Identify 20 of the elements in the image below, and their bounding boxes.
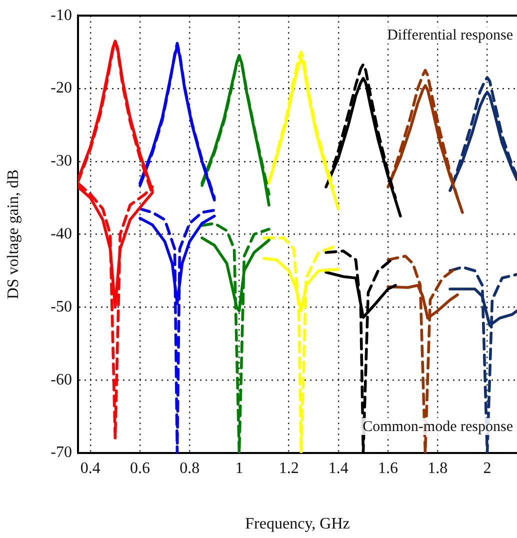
x-tick-label: 1.6: [378, 460, 398, 477]
x-tick-label: 1: [235, 460, 244, 477]
y-axis-title: DS voltage gain, dB: [4, 169, 22, 300]
y-tick-label: -70: [50, 444, 72, 462]
y-tick-label: -20: [50, 80, 72, 97]
annotation: Differential response: [387, 28, 514, 44]
y-tick-label: -30: [50, 152, 72, 170]
x-tick-label: 0.4: [80, 460, 100, 477]
x-axis-title: Frequency, GHz: [245, 516, 350, 533]
y-tick-label: -40: [50, 226, 72, 243]
x-tick-label: 1.2: [278, 460, 299, 477]
x-tick-label: 2: [483, 460, 492, 477]
x-tick-label: 1.4: [328, 460, 348, 477]
x-tick-label: 1.8: [428, 460, 448, 477]
y-tick-label: -60: [50, 371, 72, 388]
annotation: Common-mode response: [362, 419, 514, 435]
y-tick-label: -50: [50, 298, 72, 316]
x-tick-label: 0.8: [180, 460, 200, 477]
y-tick-label: -10: [50, 6, 72, 24]
x-tick-label: 0.6: [130, 460, 150, 477]
